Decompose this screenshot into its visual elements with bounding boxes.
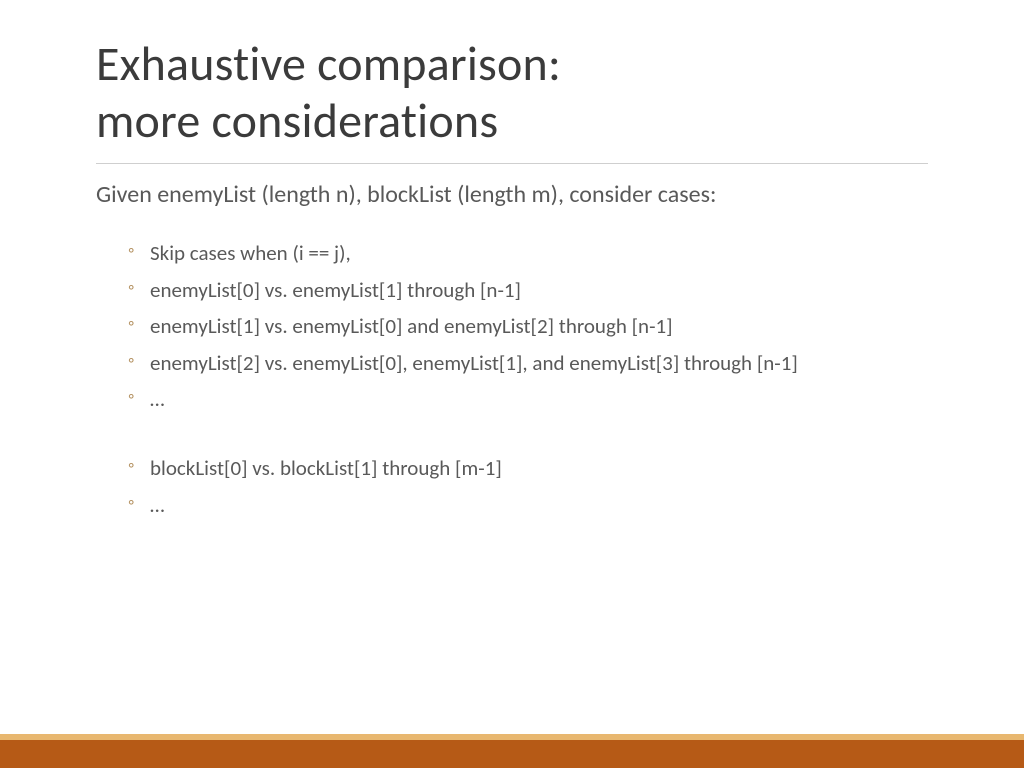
list-item: … [132,383,928,416]
list-item: enemyList[1] vs. enemyList[0] and enemyL… [132,310,928,343]
list-item: enemyList[0] vs. enemyList[1] through [n… [132,274,928,307]
intro-text: Given enemyList (length n), blockList (l… [96,180,928,209]
title-underline [96,163,928,164]
footer-accent-thick [0,740,1024,768]
slide-title: Exhaustive comparison: more consideratio… [96,36,928,163]
footer-bar [0,734,1024,768]
list-item: blockList[0] vs. blockList[1] through [m… [132,452,928,485]
slide: Exhaustive comparison: more consideratio… [0,0,1024,768]
bullet-group-1: Skip cases when (i == j), enemyList[0] v… [96,237,928,416]
list-item: Skip cases when (i == j), [132,237,928,270]
bullet-group-2: blockList[0] vs. blockList[1] through [m… [96,452,928,521]
list-item: enemyList[2] vs. enemyList[0], enemyList… [132,347,928,380]
spacer [96,420,928,452]
title-line-2: more considerations [96,91,498,150]
title-line-1: Exhaustive comparison: [96,34,561,93]
list-item: … [132,489,928,522]
